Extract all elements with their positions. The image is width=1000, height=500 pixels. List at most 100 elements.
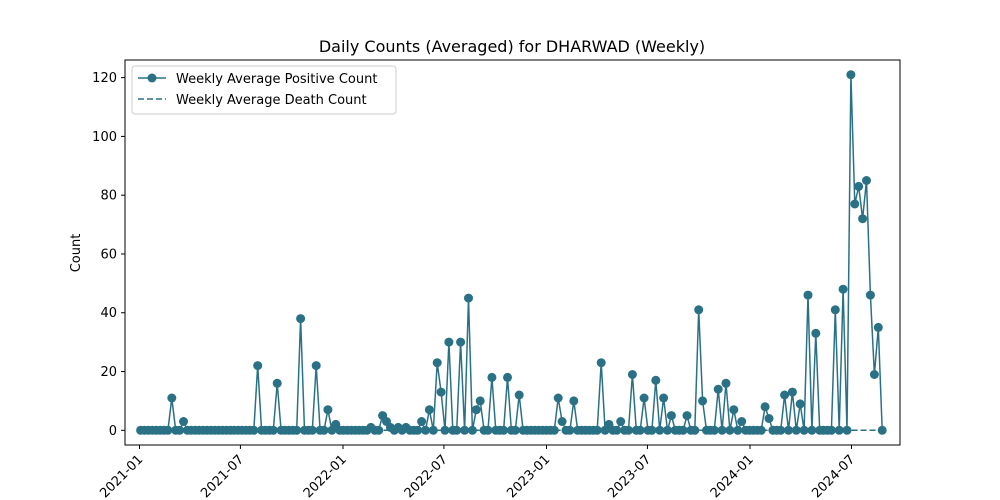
positive-data-point <box>756 425 766 435</box>
positive-data-point <box>565 425 575 435</box>
positive-data-point <box>452 425 462 435</box>
y-tick-label: 40 <box>100 306 117 321</box>
positive-data-point <box>694 305 704 315</box>
positive-data-point <box>296 314 306 324</box>
positive-data-point <box>869 370 879 379</box>
positive-data-point <box>846 70 856 80</box>
positive-data-point <box>776 425 786 435</box>
positive-data-point <box>635 425 645 435</box>
positive-data-point <box>569 396 579 406</box>
positive-data-point <box>655 425 665 435</box>
positive-data-point <box>873 322 883 332</box>
positive-data-point <box>374 425 384 435</box>
y-axis-label: Count <box>69 234 84 273</box>
positive-data-point <box>514 390 524 400</box>
positive-data-point <box>647 425 657 435</box>
positive-data-point <box>784 425 793 435</box>
positive-data-point <box>175 425 185 435</box>
positive-data-point <box>596 358 606 368</box>
positive-data-point <box>428 425 438 435</box>
positive-data-point <box>659 393 669 403</box>
positive-data-point <box>311 361 321 371</box>
positive-data-point <box>811 328 821 338</box>
positive-data-point <box>865 290 875 300</box>
positive-data-point <box>682 411 692 421</box>
positive-data-point <box>737 417 747 426</box>
positive-data-point <box>787 387 797 397</box>
positive-data-point <box>651 375 661 385</box>
positive-data-point <box>834 425 844 435</box>
positive-data-point <box>803 290 813 300</box>
positive-data-point <box>709 425 719 435</box>
positive-data-point <box>424 405 434 415</box>
positive-data-point <box>721 378 731 388</box>
positive-data-point <box>549 425 559 435</box>
positive-data-point <box>612 425 622 435</box>
positive-data-point <box>760 402 770 412</box>
positive-data-point <box>858 214 868 224</box>
positive-data-point <box>307 425 317 435</box>
positive-data-point <box>850 199 860 209</box>
positive-data-point <box>440 425 450 435</box>
legend-positive-label: Weekly Average Positive Count <box>176 72 377 87</box>
positive-data-point <box>268 425 278 435</box>
positive-data-point <box>717 425 727 435</box>
y-tick-label: 60 <box>100 247 117 262</box>
positive-data-point <box>862 176 871 185</box>
positive-data-point <box>417 417 427 426</box>
positive-data-point <box>432 358 442 368</box>
positive-data-point <box>503 372 512 382</box>
positive-data-point <box>690 425 700 435</box>
positive-data-point <box>698 396 708 406</box>
positive-data-point <box>627 370 637 379</box>
positive-data-point <box>467 425 477 435</box>
positive-data-point <box>319 425 329 435</box>
positive-data-point <box>729 405 739 415</box>
positive-data-point <box>460 425 470 435</box>
chart-title: Daily Counts (Averaged) for DHARWAD (Wee… <box>319 37 705 56</box>
positive-data-point <box>557 417 567 426</box>
positive-data-point <box>553 393 563 403</box>
positive-data-point <box>456 337 466 347</box>
positive-data-point <box>487 372 497 382</box>
positive-data-point <box>616 417 626 426</box>
y-tick-label: 120 <box>92 71 117 86</box>
positive-data-point <box>826 425 836 435</box>
y-tick-label: 0 <box>109 424 117 439</box>
positive-data-point <box>663 425 672 435</box>
positive-data-point <box>830 305 840 315</box>
positive-data-point <box>842 425 852 435</box>
positive-data-point <box>639 393 649 403</box>
positive-data-point <box>163 425 173 435</box>
positive-data-point <box>733 425 743 435</box>
positive-data-point <box>592 425 602 435</box>
y-axis: 0 20 40 60 80 100 120 <box>92 71 125 439</box>
positive-data-point <box>510 425 520 435</box>
positive-data-point <box>499 425 509 435</box>
positive-data-point <box>838 284 848 294</box>
positive-data-point <box>791 425 801 435</box>
positive-data-point <box>323 405 333 415</box>
positive-data-point <box>854 181 864 191</box>
positive-data-point <box>421 425 430 435</box>
y-tick-label: 100 <box>92 130 117 145</box>
positive-data-point <box>272 378 282 388</box>
positive-data-point <box>725 425 735 435</box>
positive-data-point <box>292 425 302 435</box>
positive-data-point <box>678 425 688 435</box>
positive-data-point <box>179 417 188 426</box>
legend-positive-marker <box>147 73 157 83</box>
positive-data-point <box>624 425 633 435</box>
positive-data-point <box>713 384 723 394</box>
positive-data-point <box>436 387 446 397</box>
legend-box <box>131 65 397 115</box>
positive-data-point <box>249 425 259 435</box>
positive-data-point <box>483 425 493 435</box>
positive-data-point <box>464 293 473 303</box>
positive-data-point <box>471 405 481 415</box>
positive-data-point <box>167 393 177 403</box>
positive-data-point <box>799 425 809 435</box>
legend-death-label: Weekly Average Death Count <box>176 93 367 108</box>
positive-data-point <box>413 425 423 435</box>
